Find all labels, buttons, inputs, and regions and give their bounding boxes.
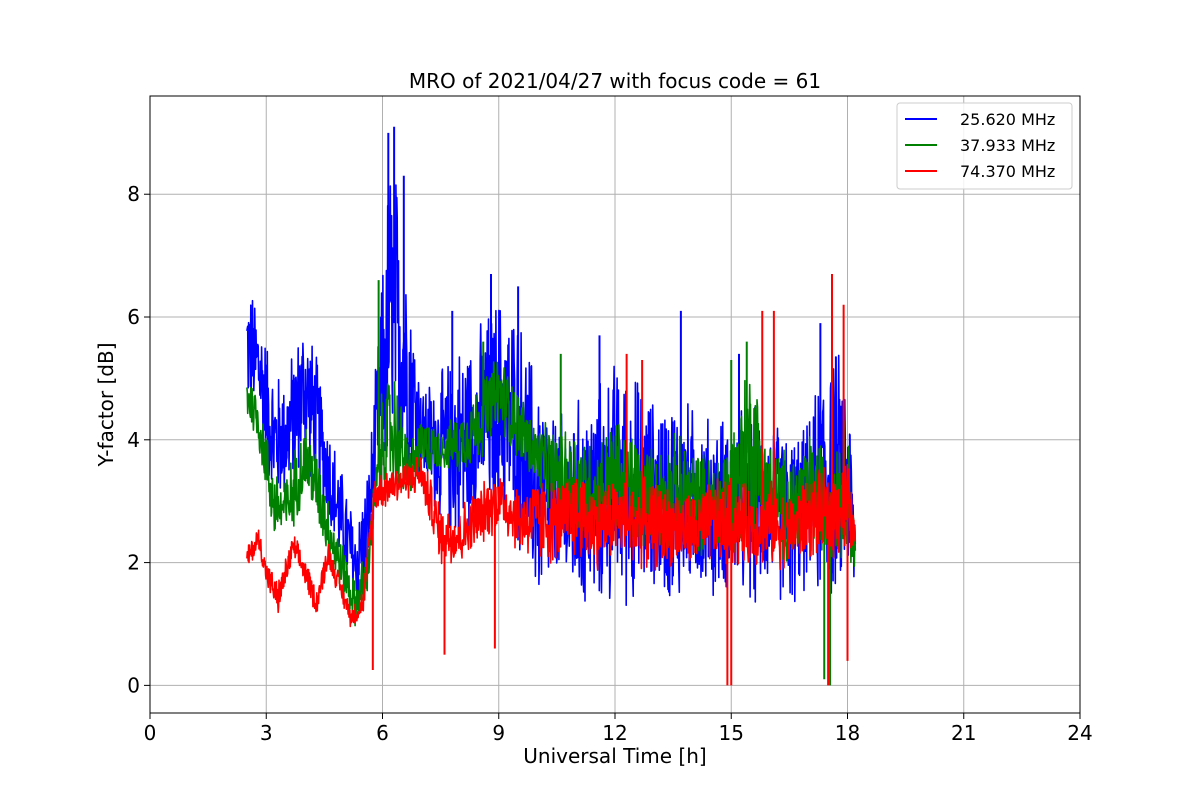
legend-label: 37.933 MHz: [960, 136, 1055, 155]
x-tick-label: 6: [376, 721, 389, 745]
x-tick-label: 24: [1067, 721, 1092, 745]
y-tick-label: 2: [127, 551, 140, 575]
x-tick-label: 3: [260, 721, 273, 745]
x-tick-label: 21: [951, 721, 976, 745]
y-tick-label: 0: [127, 673, 140, 697]
series-line: [246, 457, 857, 628]
y-tick-label: 6: [127, 305, 140, 329]
chart-title: MRO of 2021/04/27 with focus code = 61: [409, 69, 821, 93]
y-axis-label: Y-factor [dB]: [94, 342, 118, 467]
y-tick-label: 4: [127, 428, 140, 452]
x-tick-label: 12: [602, 721, 627, 745]
x-axis-label: Universal Time [h]: [523, 744, 706, 768]
legend-label: 74.370 MHz: [960, 162, 1055, 181]
legend-box: [896, 102, 1073, 190]
x-tick-label: 0: [144, 721, 157, 745]
y-tick-label: 8: [127, 182, 140, 206]
x-tick-label: 18: [835, 721, 860, 745]
x-tick-label: 15: [719, 721, 744, 745]
legend: 25.620 MHz 37.933 MHz 74.370 MHz: [896, 102, 1073, 190]
x-tick-label: 9: [492, 721, 505, 745]
series-layer: [246, 126, 857, 686]
legend-label: 25.620 MHz: [960, 110, 1055, 129]
